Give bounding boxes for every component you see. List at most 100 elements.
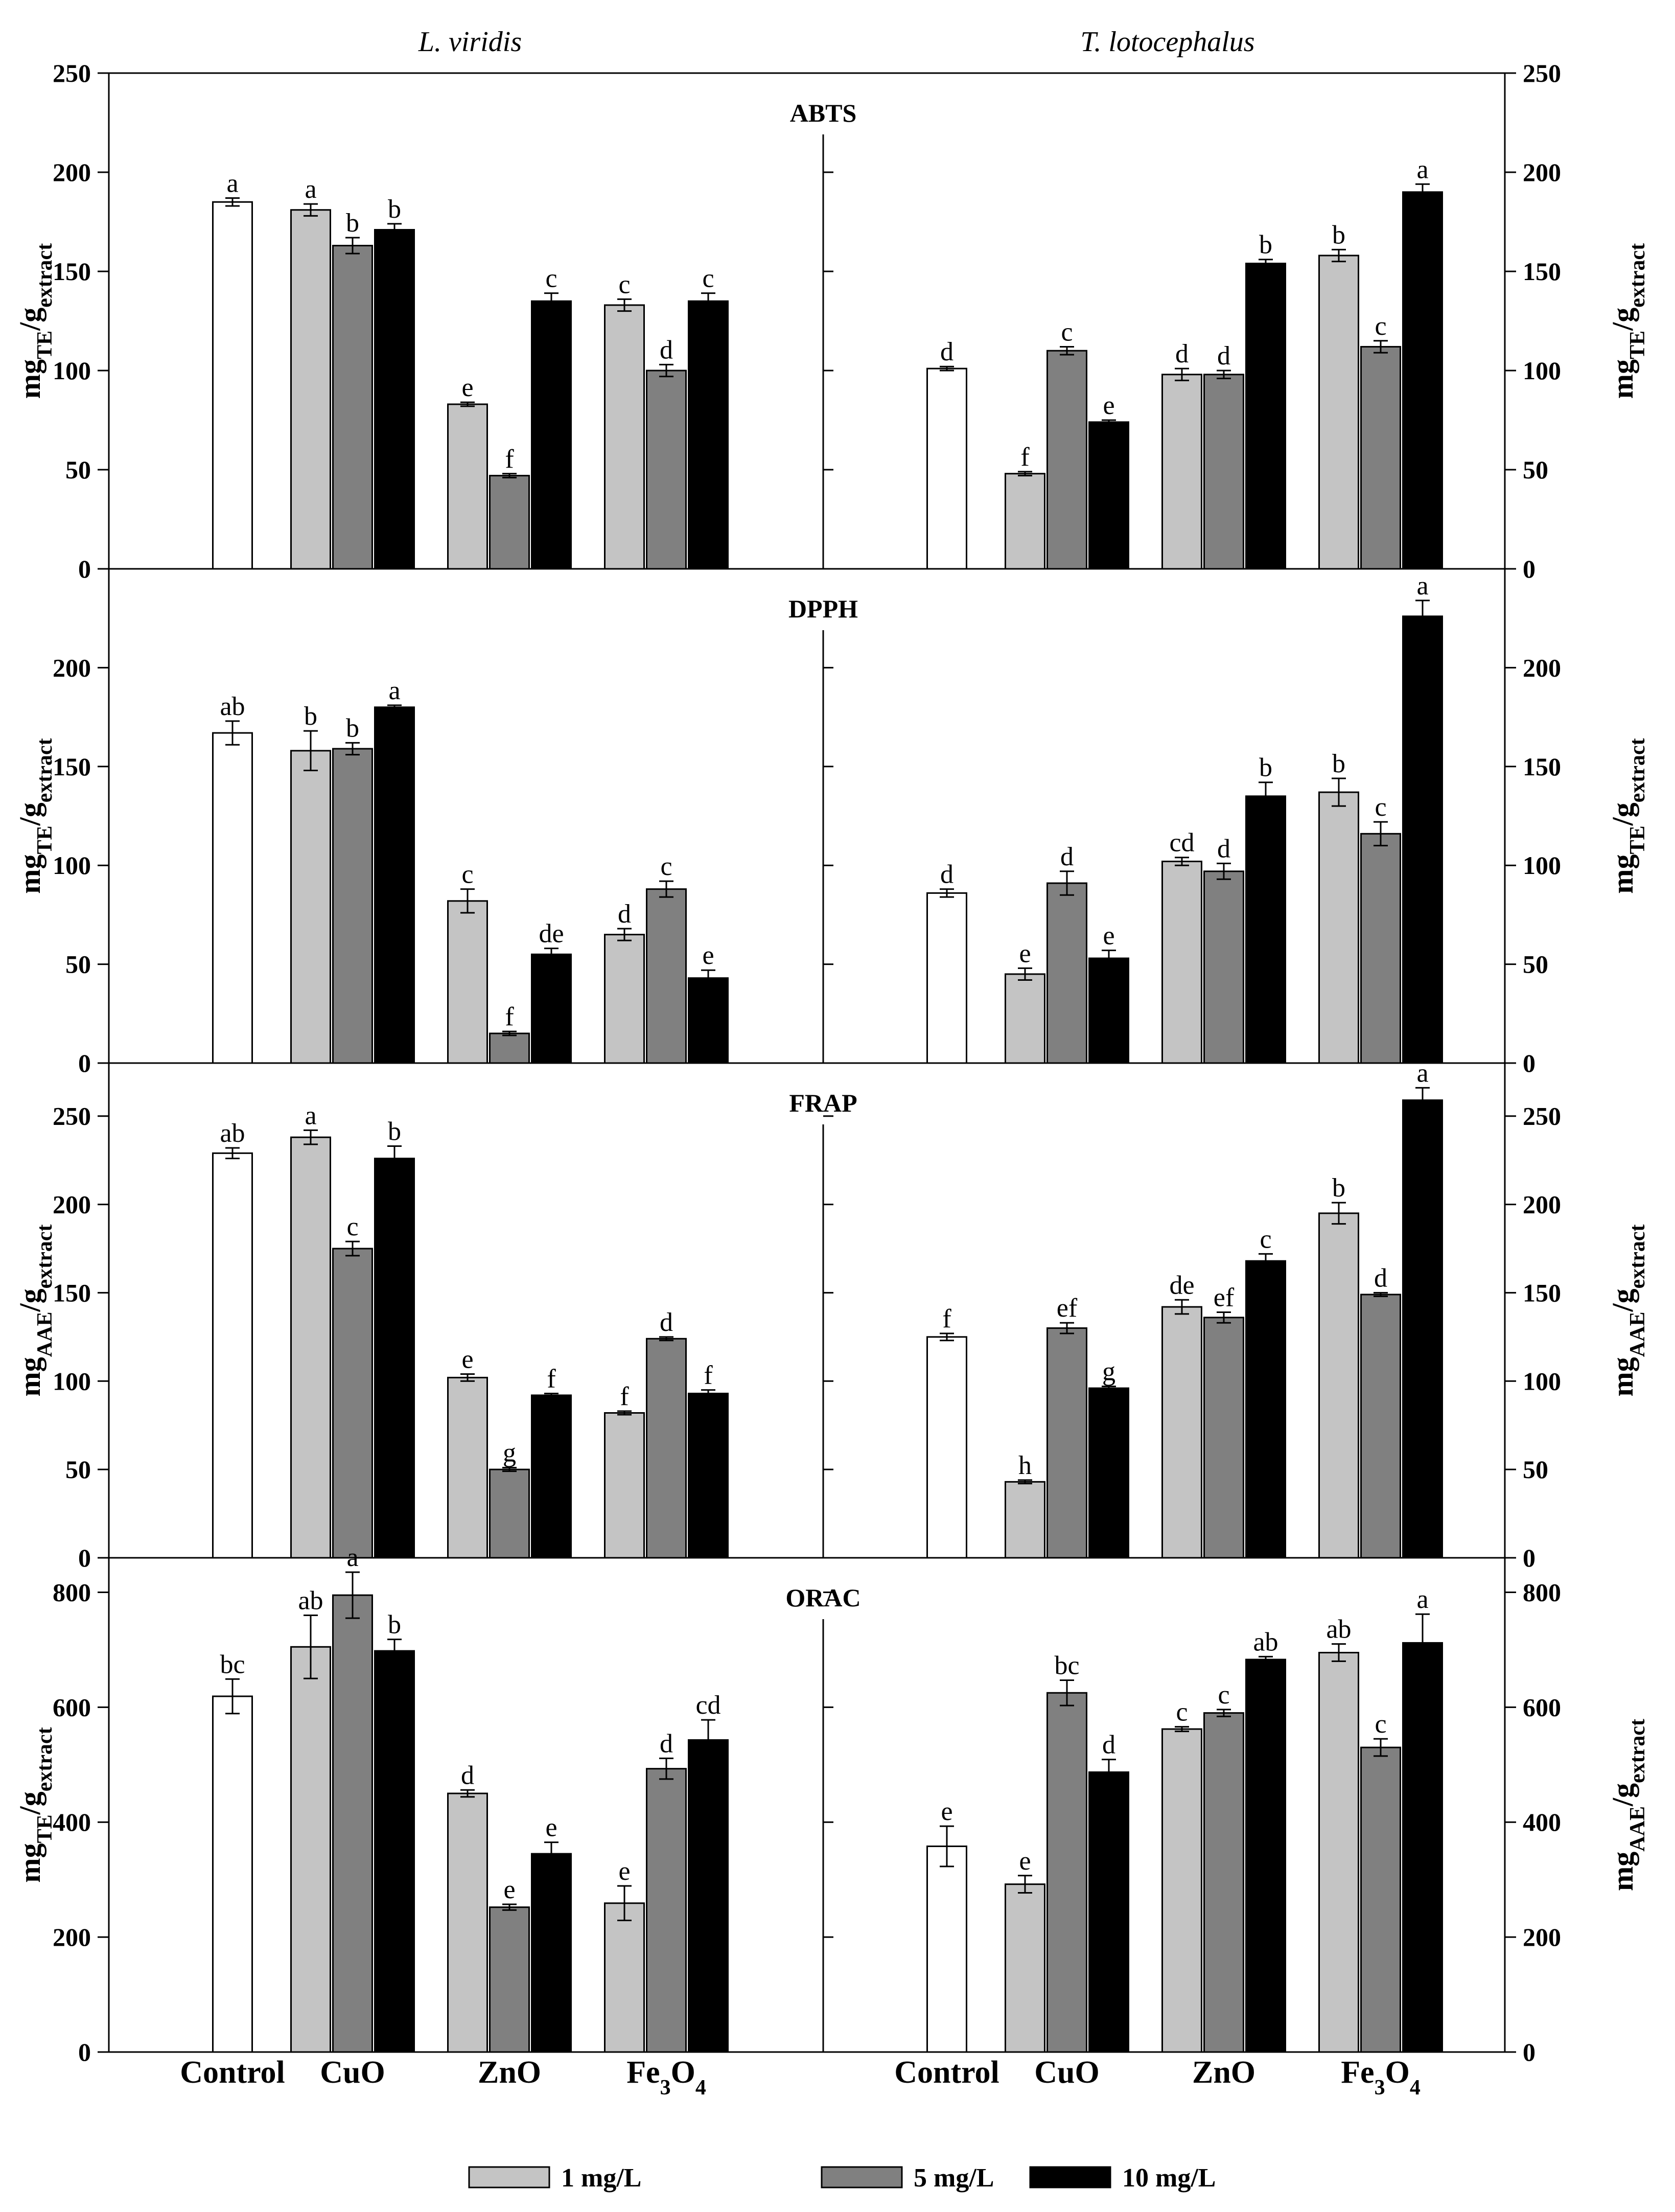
bar-1mgL bbox=[1318, 1652, 1359, 2053]
y-axis-label-right-mid: /g bbox=[1606, 802, 1639, 826]
bar-10mgL bbox=[1088, 1771, 1129, 2053]
y-tick-label-left: 250 bbox=[53, 1102, 91, 1131]
bar-1mgL bbox=[447, 403, 488, 570]
bar-10mgL-letter: a bbox=[388, 676, 400, 705]
y-axis-label-left: mgAAE/gextract bbox=[13, 1224, 57, 1396]
y-axis-label-right-main: mg bbox=[1606, 1852, 1639, 1891]
bar-5mgL bbox=[1203, 374, 1244, 570]
bar-10mgL bbox=[1088, 421, 1129, 570]
category-main: Control bbox=[180, 2055, 285, 2090]
y-axis-label-right-sub: AAE bbox=[1626, 1806, 1649, 1852]
bar-1mgL bbox=[1318, 1212, 1359, 1559]
column-title-0: L. viridis bbox=[418, 26, 522, 58]
bar-1mgL bbox=[290, 1136, 331, 1559]
category-main: CuO bbox=[320, 2055, 385, 2090]
panel-title: ABTS bbox=[790, 99, 857, 127]
bar-5mgL-letter: c bbox=[660, 852, 672, 881]
bar-control-letter: e bbox=[941, 1797, 952, 1826]
y-tick-label-left: 150 bbox=[53, 1278, 91, 1307]
bar-10mgL-letter: f bbox=[704, 1361, 713, 1390]
bar-5mgL bbox=[1046, 1692, 1087, 2053]
bar-1mgL-letter: d bbox=[1175, 339, 1189, 368]
bar-5mgL bbox=[1203, 1317, 1244, 1559]
bar-1mgL-letter: e bbox=[461, 373, 473, 402]
bar-5mgL-letter: c bbox=[1218, 1680, 1229, 1710]
bar-5mgL bbox=[1046, 350, 1087, 570]
bar-10mgL bbox=[531, 300, 572, 570]
bar-10mgL bbox=[1402, 1099, 1443, 1559]
bar-10mgL bbox=[1402, 1642, 1443, 2053]
y-axis-label-left: mgTE/gextract bbox=[13, 1727, 57, 1882]
bar-10mgL-letter: c bbox=[1260, 1225, 1271, 1254]
y-axis-label-right: mgAAE/gextract bbox=[1606, 1719, 1649, 1891]
bar-1mgL-letter: b bbox=[1332, 220, 1345, 249]
legend-swatch bbox=[821, 2166, 903, 2188]
y-tick-label-left: 0 bbox=[78, 1049, 91, 1077]
bar-10mgL-letter: de bbox=[539, 919, 564, 949]
y-tick-label-right: 0 bbox=[1523, 555, 1536, 583]
bar-5mgL bbox=[1046, 1327, 1087, 1559]
y-axis-label-left: mgTE/gextract bbox=[13, 243, 57, 399]
bar-1mgL-letter: de bbox=[1169, 1271, 1194, 1300]
bar-10mgL bbox=[374, 706, 415, 1064]
y-tick-label-right: 100 bbox=[1523, 356, 1561, 385]
y-axis-label-right-sub2: extract bbox=[1626, 243, 1649, 308]
y-axis-label-left-sub: TE bbox=[33, 1814, 57, 1843]
bar-5mgL bbox=[1360, 345, 1401, 570]
bar-10mgL bbox=[688, 1392, 729, 1559]
y-tick-label-left: 50 bbox=[65, 1455, 91, 1484]
legend-label: 10 mg/L bbox=[1122, 2163, 1216, 2193]
bar-5mgL bbox=[489, 1032, 530, 1064]
bar-control bbox=[212, 1695, 253, 2053]
bar-1mgL-letter: b bbox=[1332, 749, 1345, 778]
category-label: Control bbox=[894, 2055, 999, 2090]
y-tick-label-right: 0 bbox=[1523, 2038, 1536, 2066]
bar-10mgL bbox=[1402, 191, 1443, 570]
y-axis-label-right: mgTE/gextract bbox=[1606, 738, 1649, 893]
bar-1mgL-letter: a bbox=[305, 1101, 316, 1130]
bar-1mgL bbox=[1005, 973, 1045, 1064]
bar-control bbox=[926, 892, 967, 1064]
bar-5mgL bbox=[646, 370, 687, 570]
bar-control bbox=[212, 1152, 253, 1559]
bar-10mgL-letter: a bbox=[1416, 1058, 1428, 1088]
y-axis-label-left-sub: AAE bbox=[33, 1312, 57, 1357]
bar-control bbox=[926, 367, 967, 570]
bar-10mgL bbox=[1245, 1260, 1286, 1559]
bar-10mgL-letter: e bbox=[545, 1813, 557, 1842]
bar-1mgL bbox=[290, 209, 331, 570]
bar-10mgL-letter: c bbox=[545, 264, 557, 293]
bar-1mgL-letter: e bbox=[461, 1345, 473, 1374]
bar-control bbox=[926, 1845, 967, 2053]
bar-control-letter: d bbox=[940, 860, 953, 889]
bar-5mgL-letter: c bbox=[1375, 1710, 1386, 1739]
category-label: ZnO bbox=[478, 2055, 541, 2090]
bar-1mgL-letter: e bbox=[1019, 939, 1031, 968]
bar-control-letter: ab bbox=[220, 692, 245, 721]
bar-5mgL-letter: d bbox=[660, 1308, 673, 1337]
category-main: Control bbox=[894, 2055, 999, 2090]
y-tick-label-right: 150 bbox=[1523, 257, 1561, 286]
y-tick-label-right: 150 bbox=[1523, 1278, 1561, 1307]
bar-1mgL-letter: e bbox=[618, 1857, 630, 1886]
bar-5mgL bbox=[646, 1338, 687, 1559]
y-tick-label-right: 200 bbox=[1523, 1923, 1561, 1951]
bar-control-letter: ab bbox=[220, 1119, 245, 1148]
y-tick-label-left: 200 bbox=[53, 1923, 91, 1951]
y-axis-label-left-sub: TE bbox=[33, 331, 57, 359]
bar-5mgL-letter: c bbox=[346, 1212, 358, 1241]
y-tick-label-left: 100 bbox=[53, 851, 91, 880]
bar-5mgL bbox=[332, 245, 373, 570]
category-label: CuO bbox=[1034, 2055, 1099, 2090]
bar-1mgL-letter: c bbox=[1176, 1698, 1188, 1727]
category-sub: 3 bbox=[1375, 2076, 1385, 2100]
y-tick-label-left: 50 bbox=[65, 950, 91, 979]
y-tick-label-right: 250 bbox=[1523, 59, 1561, 87]
category-sub2: 4 bbox=[695, 2076, 706, 2100]
bar-5mgL-letter: b bbox=[346, 713, 359, 743]
y-tick-label-left: 150 bbox=[53, 257, 91, 286]
y-tick-label-right: 0 bbox=[1523, 1049, 1536, 1077]
bar-5mgL-letter: g bbox=[503, 1439, 516, 1468]
bar-5mgL bbox=[1360, 1746, 1401, 2053]
y-tick-label-right: 800 bbox=[1523, 1578, 1561, 1606]
